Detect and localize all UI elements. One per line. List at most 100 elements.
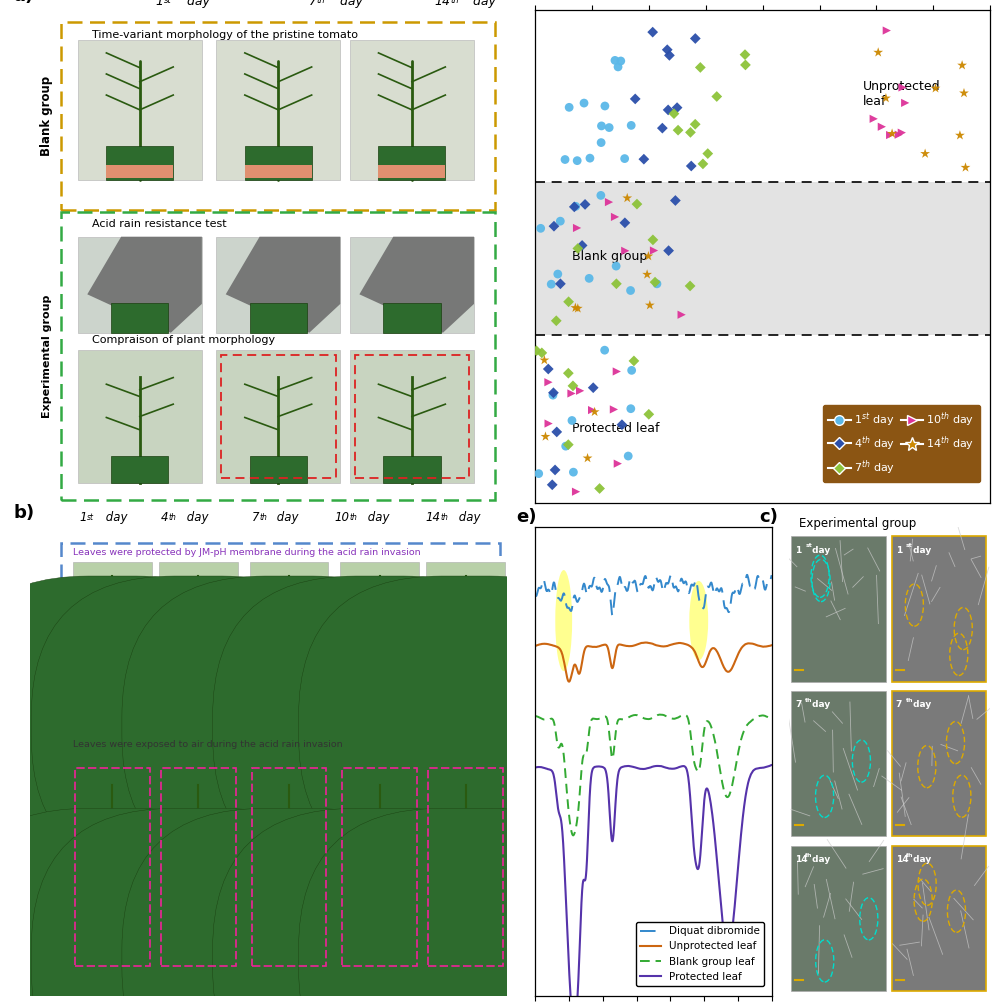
Text: Protected leaf: Protected leaf <box>572 423 659 436</box>
Point <box>640 248 656 265</box>
FancyBboxPatch shape <box>216 39 340 180</box>
Point <box>576 95 592 111</box>
Point <box>610 456 626 472</box>
FancyBboxPatch shape <box>78 350 202 483</box>
Point <box>613 53 629 69</box>
Blank group leaf <box>630 709 642 721</box>
FancyBboxPatch shape <box>122 576 456 876</box>
Point <box>548 313 564 329</box>
FancyBboxPatch shape <box>340 766 419 968</box>
Diquat dibromide <box>606 610 618 622</box>
Text: 1: 1 <box>896 545 902 554</box>
Point <box>617 242 633 259</box>
FancyBboxPatch shape <box>73 766 152 968</box>
Point <box>557 152 573 168</box>
Point <box>546 218 562 234</box>
Point <box>569 153 585 169</box>
Point <box>541 415 557 432</box>
Text: Leaves were protected by JM-pH membrane during the acid rain invasion: Leaves were protected by JM-pH membrane … <box>73 548 421 557</box>
Point <box>647 274 663 290</box>
Point <box>894 125 910 141</box>
Point <box>641 406 657 423</box>
Point <box>682 125 698 141</box>
Point <box>593 187 609 203</box>
Point <box>561 294 577 310</box>
Point <box>540 361 556 377</box>
Point <box>518 425 534 441</box>
FancyBboxPatch shape <box>31 576 365 876</box>
Ellipse shape <box>689 580 708 660</box>
Point <box>624 362 640 378</box>
Diquat dibromide <box>741 568 753 580</box>
FancyBboxPatch shape <box>383 303 441 333</box>
Point <box>866 111 882 127</box>
Point <box>570 240 586 257</box>
FancyBboxPatch shape <box>378 146 445 180</box>
Text: st: st <box>805 543 812 548</box>
Text: th: th <box>350 513 358 522</box>
Text: Blank group: Blank group <box>40 75 53 156</box>
Point <box>623 400 639 416</box>
Text: day: day <box>910 700 931 709</box>
FancyBboxPatch shape <box>350 236 474 333</box>
Bar <box>535 182 990 335</box>
Point <box>660 102 676 118</box>
Point <box>870 44 886 60</box>
Point <box>585 379 601 395</box>
Unprotected leaf <box>641 637 653 649</box>
Text: a): a) <box>13 0 34 5</box>
Text: th: th <box>316 0 325 5</box>
Text: day: day <box>455 511 480 524</box>
Point <box>617 151 633 167</box>
FancyBboxPatch shape <box>61 543 500 994</box>
FancyBboxPatch shape <box>350 39 474 180</box>
Unprotected leaf <box>570 661 582 673</box>
Protected leaf <box>761 761 773 773</box>
Line: Diquat dibromide: Diquat dibromide <box>535 574 772 616</box>
Text: 7: 7 <box>896 700 902 709</box>
FancyBboxPatch shape <box>216 236 340 333</box>
Point <box>695 156 711 172</box>
Protected leaf <box>556 825 568 837</box>
Point <box>687 30 703 46</box>
Point <box>737 57 753 73</box>
Point <box>952 128 968 144</box>
Point <box>654 120 670 136</box>
Unprotected leaf <box>761 640 773 652</box>
FancyBboxPatch shape <box>0 808 279 1006</box>
Text: th: th <box>168 513 176 522</box>
Line: Blank group leaf: Blank group leaf <box>535 714 772 835</box>
Point <box>522 440 538 456</box>
FancyBboxPatch shape <box>791 691 886 836</box>
FancyBboxPatch shape <box>426 562 505 735</box>
FancyBboxPatch shape <box>0 576 279 876</box>
Point <box>954 57 970 73</box>
Diquat dibromide <box>620 583 632 596</box>
Unprotected leaf <box>529 640 541 652</box>
Point <box>597 98 613 114</box>
Point <box>580 450 596 466</box>
Point <box>878 91 894 107</box>
Point <box>619 190 635 206</box>
Point <box>610 59 626 75</box>
Text: 14: 14 <box>795 855 808 864</box>
Point <box>560 365 576 381</box>
FancyBboxPatch shape <box>31 808 365 1006</box>
Point <box>682 278 698 294</box>
FancyBboxPatch shape <box>340 562 419 735</box>
FancyBboxPatch shape <box>245 165 312 178</box>
Point <box>558 438 574 454</box>
FancyBboxPatch shape <box>122 808 456 1006</box>
Point <box>674 307 690 323</box>
Text: 10: 10 <box>335 511 350 524</box>
Point <box>597 342 613 358</box>
Text: th: th <box>259 513 267 522</box>
Blank group leaf <box>766 713 778 725</box>
Diquat dibromide <box>556 592 568 604</box>
FancyBboxPatch shape <box>78 236 202 333</box>
Point <box>565 464 581 480</box>
Text: Experimental group: Experimental group <box>42 295 52 417</box>
FancyBboxPatch shape <box>383 456 441 483</box>
Point <box>549 424 565 440</box>
Point <box>582 150 598 166</box>
